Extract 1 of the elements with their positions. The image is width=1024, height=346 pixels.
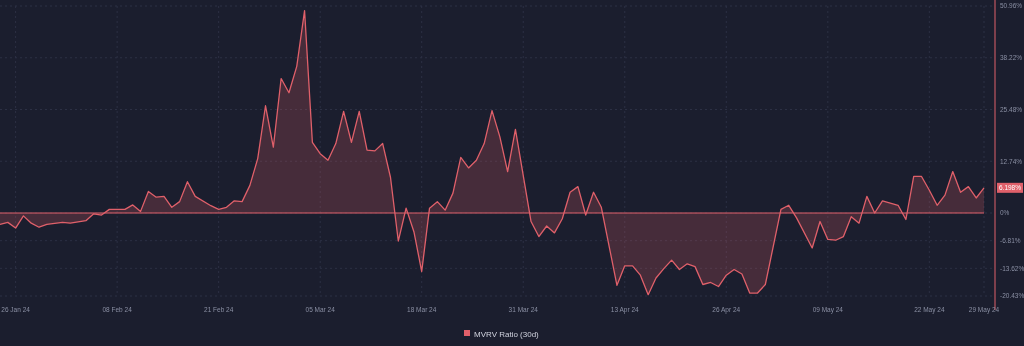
legend-label: MVRV Ratio (30d)	[474, 329, 540, 339]
